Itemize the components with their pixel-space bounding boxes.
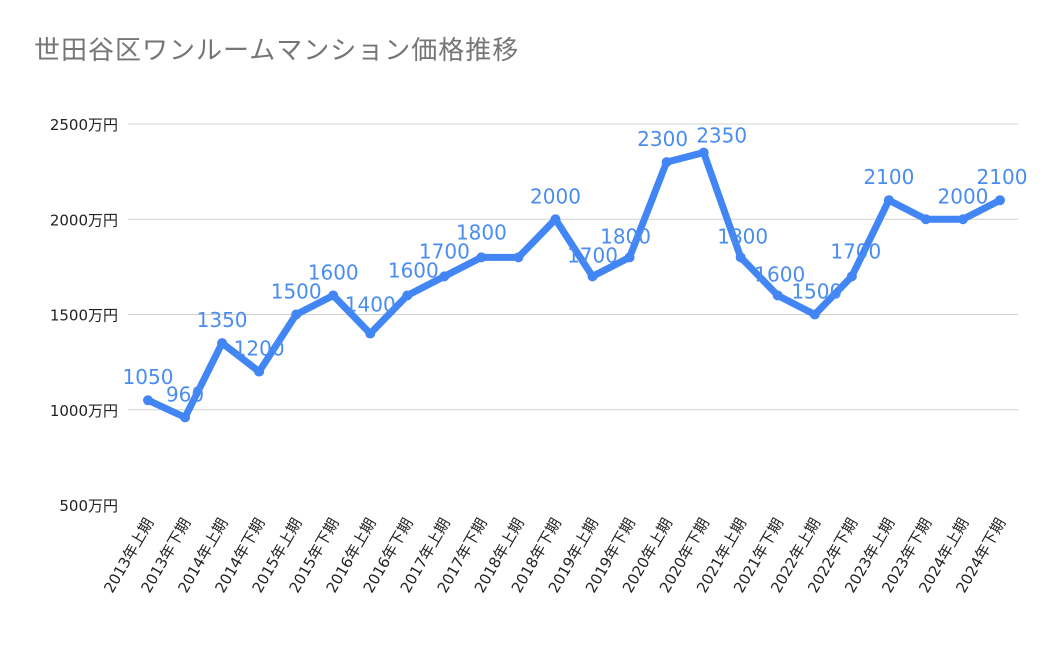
y-tick-label: 1000万円 xyxy=(50,402,118,420)
y-tick-label: 500万円 xyxy=(59,497,118,515)
data-label: 960 xyxy=(166,382,204,406)
grid-lines xyxy=(128,123,1018,411)
data-label: 1800 xyxy=(600,224,651,248)
data-label: 2300 xyxy=(637,127,688,151)
data-point xyxy=(624,252,635,263)
data-point xyxy=(698,147,709,158)
data-point xyxy=(957,214,968,225)
data-point xyxy=(846,271,857,282)
data-label: 1400 xyxy=(345,293,396,317)
data-label: 1600 xyxy=(308,260,359,284)
data-point xyxy=(513,252,524,263)
data-point xyxy=(809,309,820,320)
y-tick-label: 2500万円 xyxy=(50,116,118,134)
data-point xyxy=(365,328,376,339)
series-line-path xyxy=(144,149,1004,421)
x-axis-ticks: 2013年上期2013年下期2014年上期2014年下期2015年上期2015年… xyxy=(100,515,1009,596)
data-point xyxy=(661,157,672,168)
data-label: 2100 xyxy=(977,165,1028,189)
data-point xyxy=(476,252,487,263)
y-tick-label: 2000万円 xyxy=(50,211,118,229)
data-point xyxy=(920,214,931,225)
data-label: 1800 xyxy=(717,224,768,248)
data-label: 2000 xyxy=(530,184,581,208)
data-point xyxy=(735,252,746,263)
chart-title: 世田谷区ワンルームマンション価格推移 xyxy=(34,36,520,66)
data-label: 2000 xyxy=(938,184,989,208)
data-label: 1600 xyxy=(754,262,805,286)
data-point xyxy=(328,290,339,301)
series-points xyxy=(143,147,1005,423)
data-label: 1500 xyxy=(271,280,322,304)
data-label: 1500 xyxy=(791,280,842,304)
data-point xyxy=(883,195,894,206)
y-tick-label: 1500万円 xyxy=(50,307,118,325)
data-point xyxy=(587,271,598,282)
data-label: 1200 xyxy=(234,337,285,361)
data-point xyxy=(550,214,561,225)
data-label: 2350 xyxy=(696,124,747,148)
series-line xyxy=(144,149,1004,421)
y-axis-ticks: 500万円 1000万円 1500万円 2000万円 2500万円 xyxy=(50,116,118,515)
data-point xyxy=(772,290,783,301)
data-label: 1700 xyxy=(830,239,881,263)
data-point xyxy=(439,271,450,282)
data-label: 1800 xyxy=(456,220,507,244)
data-point xyxy=(254,366,265,377)
data-label: 1700 xyxy=(419,239,470,263)
data-label: 1050 xyxy=(123,365,174,389)
data-point xyxy=(217,338,228,349)
data-point xyxy=(180,412,191,423)
data-point xyxy=(995,195,1005,206)
data-point xyxy=(291,309,302,320)
data-point xyxy=(402,290,413,301)
data-label: 1700 xyxy=(567,243,618,267)
data-label: 1350 xyxy=(197,308,248,332)
data-point xyxy=(143,395,153,406)
data-label: 2100 xyxy=(863,165,914,189)
data-labels: 1050960135012001500160014001600170018002… xyxy=(123,124,1028,407)
data-label: 1600 xyxy=(388,258,439,282)
